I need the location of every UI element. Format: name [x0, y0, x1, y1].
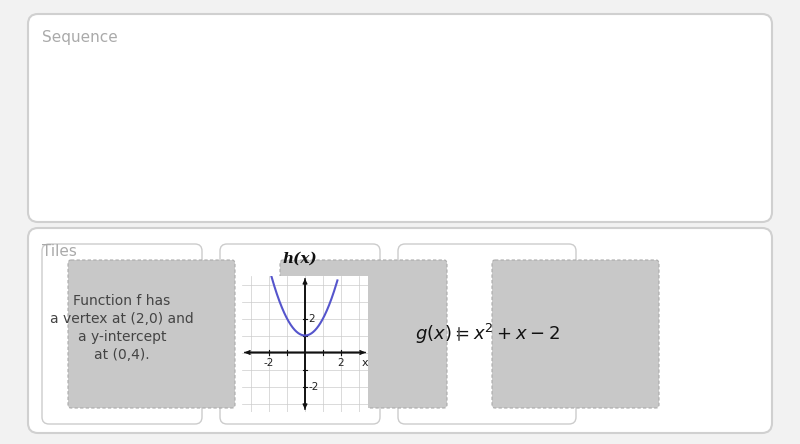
- Text: h(x): h(x): [282, 252, 318, 266]
- FancyBboxPatch shape: [398, 244, 576, 424]
- FancyBboxPatch shape: [28, 228, 772, 433]
- FancyBboxPatch shape: [220, 244, 380, 424]
- Text: at (0,4).: at (0,4).: [94, 349, 150, 362]
- Text: Function f has: Function f has: [74, 294, 170, 309]
- FancyBboxPatch shape: [492, 260, 659, 408]
- Text: Sequence: Sequence: [42, 30, 118, 45]
- Text: Tiles: Tiles: [42, 244, 77, 259]
- Text: 2: 2: [308, 313, 315, 324]
- Text: -2: -2: [308, 381, 318, 392]
- Text: a vertex at (2,0) and: a vertex at (2,0) and: [50, 313, 194, 326]
- Text: x: x: [362, 358, 369, 369]
- Text: $g(x) = x^2 + x - 2$: $g(x) = x^2 + x - 2$: [414, 322, 559, 346]
- FancyBboxPatch shape: [68, 260, 235, 408]
- Text: 2: 2: [338, 358, 344, 369]
- Text: a y-intercept: a y-intercept: [78, 330, 166, 345]
- FancyBboxPatch shape: [28, 14, 772, 222]
- FancyBboxPatch shape: [280, 260, 447, 408]
- FancyBboxPatch shape: [42, 244, 202, 424]
- Text: -2: -2: [264, 358, 274, 369]
